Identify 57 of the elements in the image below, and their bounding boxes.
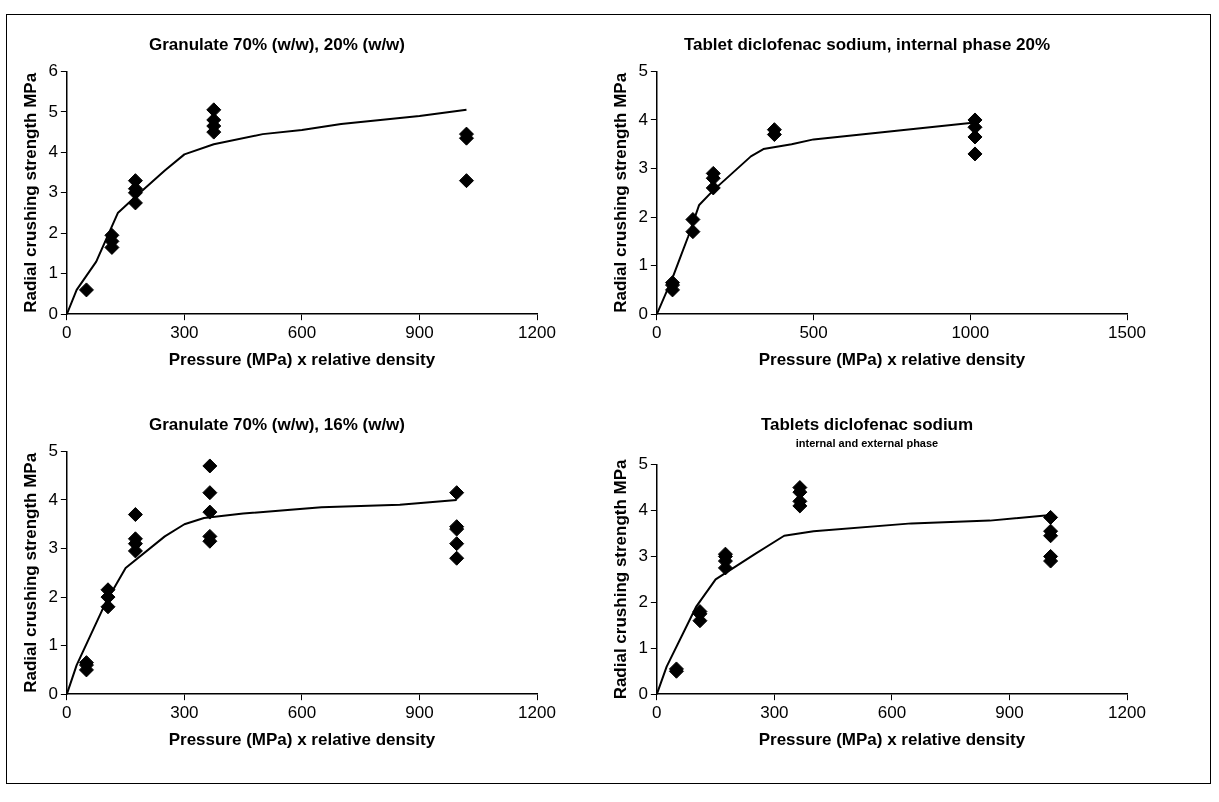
y-tick-label: 0 xyxy=(638,303,648,323)
y-tick-label: 4 xyxy=(48,142,58,162)
y-tick-label: 1 xyxy=(638,255,648,275)
y-tick-label: 1 xyxy=(48,263,58,283)
x-tick-label: 600 xyxy=(287,703,317,723)
y-tick-label: 2 xyxy=(48,586,58,606)
chart-subtitle: internal and external phase xyxy=(795,437,939,450)
y-tick-label: 2 xyxy=(48,222,58,242)
y-tick-label: 6 xyxy=(48,61,58,81)
y-tick-label: 0 xyxy=(48,683,58,703)
y-axis-title: Radial crushing strength MPa xyxy=(610,72,630,313)
x-axis-title: Pressure (MPa) x relative density xyxy=(168,730,436,750)
y-tick-label: 4 xyxy=(638,500,648,520)
y-tick-label: 5 xyxy=(48,101,58,121)
x-axis-title: Pressure (MPa) x relative density xyxy=(168,350,436,370)
y-axis-title: Radial crushing strength MPa xyxy=(20,72,40,313)
x-tick-label: 1200 xyxy=(518,703,556,723)
y-tick-label: 4 xyxy=(48,489,58,509)
chart-title: Granulate 70% (w/w), 16% (w/w) xyxy=(148,414,406,434)
x-tick-label: 900 xyxy=(405,323,434,343)
chart-title: Granulate 70% (w/w), 20% (w/w) xyxy=(148,34,406,54)
y-tick-label: 1 xyxy=(638,637,648,657)
y-tick-label: 1 xyxy=(48,635,58,655)
y-tick-label: 4 xyxy=(638,109,648,129)
x-tick-label: 1000 xyxy=(951,323,990,343)
x-tick-label: 0 xyxy=(652,323,662,343)
x-tick-label: 1200 xyxy=(518,323,556,343)
x-tick-label: 600 xyxy=(877,703,907,723)
x-tick-label: 300 xyxy=(170,323,199,343)
y-tick-label: 3 xyxy=(638,546,648,566)
chart-title: Tablet diclofenac sodium, internal phase 20% xyxy=(683,34,1051,54)
y-tick-label: 3 xyxy=(638,158,648,178)
x-axis-title: Pressure (MPa) x relative density xyxy=(758,350,1026,370)
x-tick-label: 300 xyxy=(760,703,789,723)
x-tick-label: 500 xyxy=(799,323,828,343)
x-tick-label: 1500 xyxy=(1108,323,1146,343)
y-axis-title: Radial crushing strength MPa xyxy=(20,452,40,693)
x-tick-label: 900 xyxy=(995,703,1024,723)
x-tick-label: 0 xyxy=(652,703,662,723)
y-tick-label: 5 xyxy=(48,441,58,461)
x-tick-label: 1200 xyxy=(1108,703,1146,723)
y-tick-label: 5 xyxy=(638,61,648,81)
y-tick-label: 0 xyxy=(48,303,58,323)
x-tick-label: 900 xyxy=(405,703,434,723)
x-tick-label: 600 xyxy=(287,323,317,343)
x-tick-label: 0 xyxy=(62,323,72,343)
y-tick-label: 2 xyxy=(638,206,648,226)
y-tick-label: 0 xyxy=(638,683,648,703)
x-tick-label: 0 xyxy=(62,703,72,723)
y-tick-label: 3 xyxy=(48,538,58,558)
x-tick-label: 300 xyxy=(170,703,199,723)
y-tick-label: 5 xyxy=(638,454,648,474)
y-axis-title: Radial crushing strength MPa xyxy=(610,458,630,700)
y-tick-label: 3 xyxy=(48,182,58,202)
chart-title: Tablets diclofenac sodium xyxy=(760,414,974,434)
x-axis-title: Pressure (MPa) x relative density xyxy=(758,730,1026,750)
y-tick-label: 2 xyxy=(638,592,648,612)
